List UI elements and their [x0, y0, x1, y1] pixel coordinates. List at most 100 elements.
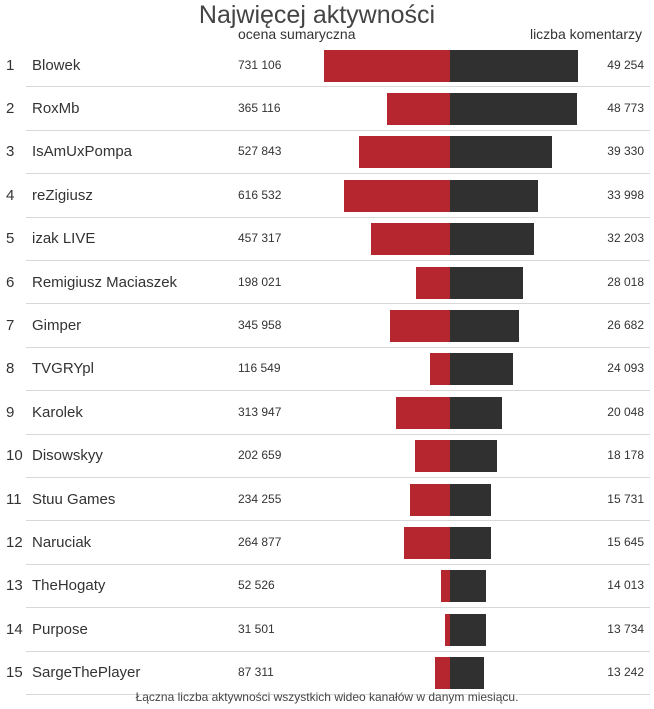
channel-name: TVGRYpl [32, 360, 94, 378]
score-bar [359, 136, 450, 169]
comments-value-label: 20 048 [607, 404, 644, 419]
chart-title: Najwięcej aktywności [198, 1, 436, 29]
rank-label: 2 [6, 100, 15, 118]
channel-name: Karolek [32, 403, 83, 421]
comments-bar [450, 49, 578, 82]
comments-bar [450, 570, 487, 603]
rank-label: 9 [6, 403, 15, 421]
comments-value-label: 49 254 [607, 57, 644, 72]
rank-label: 6 [6, 273, 15, 291]
row-divider [26, 607, 650, 609]
table-row: 12 Naruciak 264 877 15 645 [0, 521, 654, 565]
score-value-label: 313 947 [238, 404, 282, 419]
table-row: 10 Disowskyy 202 659 18 178 [0, 435, 654, 478]
channel-name: SargeThePlayer [32, 664, 141, 682]
rank-label: 13 [6, 577, 23, 595]
comments-bar [450, 266, 523, 299]
comments-bar [450, 527, 491, 560]
comments-value-label: 24 093 [607, 361, 644, 376]
score-value-label: 345 958 [238, 318, 282, 333]
score-value-label: 234 255 [238, 491, 282, 506]
comments-bar [450, 310, 520, 343]
score-value-label: 52 526 [238, 578, 275, 593]
table-row: 9 Karolek 313 947 20 048 [0, 391, 654, 435]
channel-name: Purpose [32, 620, 88, 638]
comments-bar [450, 179, 539, 212]
channel-name: Blowek [32, 56, 81, 74]
chart-footnote: Łączna liczba aktywności wszystkich wide… [135, 690, 519, 704]
rank-label: 8 [6, 360, 15, 378]
comments-value-label: 13 242 [607, 665, 644, 680]
row-divider [26, 129, 650, 131]
score-value-label: 198 021 [238, 274, 282, 289]
comments-bar [450, 396, 503, 429]
comments-value-label: 33 998 [607, 187, 644, 202]
score-bar [440, 570, 450, 603]
channel-name: TheHogaty [32, 577, 106, 595]
rank-label: 14 [6, 620, 23, 638]
row-divider [26, 433, 650, 435]
channel-name: Gimper [32, 317, 82, 335]
comments-value-label: 26 682 [607, 318, 644, 333]
row-divider [26, 346, 650, 348]
comments-value-label: 13 734 [607, 621, 644, 636]
row-divider [26, 259, 650, 261]
comments-value-label: 18 178 [607, 448, 644, 463]
channel-name: Remigiusz Maciaszek [32, 273, 178, 291]
score-bar [429, 353, 450, 386]
row-divider [26, 390, 650, 392]
comments-bar [450, 353, 513, 386]
score-bar [404, 527, 450, 560]
comments-value-label: 48 773 [607, 101, 644, 116]
comments-bar [450, 223, 534, 256]
table-row: 14 Purpose 31 501 13 734 [0, 608, 654, 652]
score-value-label: 116 549 [238, 361, 281, 376]
score-value-label: 87 311 [238, 665, 274, 680]
rank-label: 10 [6, 447, 23, 465]
rank-label: 12 [6, 534, 23, 552]
channel-name: reZigiusz [32, 186, 93, 204]
channel-name: Naruciak [32, 534, 92, 552]
score-value-label: 616 532 [238, 187, 282, 202]
rank-label: 1 [6, 56, 15, 74]
channel-name: Disowskyy [32, 447, 103, 465]
score-bar [409, 483, 450, 516]
table-row: 7 Gimper 345 958 26 682 [0, 304, 654, 348]
comments-bar [450, 93, 577, 126]
comments-column-header: liczba komentarzy [529, 26, 642, 42]
score-column-header: ocena sumaryczna [238, 26, 356, 42]
table-row: 2 RoxMb 365 116 48 773 [0, 87, 654, 131]
comments-bar [450, 613, 486, 646]
table-row: 8 TVGRYpl 116 549 24 093 [0, 348, 654, 392]
score-bar [415, 266, 450, 299]
score-value-label: 527 843 [238, 144, 282, 159]
score-value-label: 365 116 [238, 101, 281, 116]
rank-label: 11 [6, 490, 22, 508]
score-bar [343, 179, 450, 212]
table-row: 5 izak LIVE 457 317 32 203 [0, 218, 654, 261]
rank-label: 5 [6, 230, 15, 248]
comments-bar [450, 136, 553, 169]
channel-name: Stuu Games [32, 490, 116, 508]
comments-bar [450, 483, 491, 516]
score-value-label: 31 501 [238, 621, 275, 636]
score-bar [444, 613, 450, 646]
score-bar [390, 310, 450, 343]
row-divider [26, 650, 650, 652]
rank-label: 3 [6, 143, 15, 161]
table-row: 11 Stuu Games 234 255 15 731 [0, 478, 654, 522]
score-bar [395, 396, 450, 429]
comments-bar [450, 657, 485, 690]
row-divider [26, 693, 650, 695]
score-value-label: 457 317 [238, 231, 282, 246]
rank-label: 15 [6, 664, 23, 682]
row-divider [26, 86, 650, 88]
score-bar [387, 93, 450, 126]
rank-label: 4 [6, 186, 15, 204]
score-bar [415, 440, 450, 473]
score-bar [324, 49, 450, 82]
row-divider [26, 303, 650, 305]
score-value-label: 731 106 [238, 57, 282, 72]
comments-value-label: 14 013 [607, 578, 644, 593]
table-row: 13 TheHogaty 52 526 14 013 [0, 565, 654, 609]
